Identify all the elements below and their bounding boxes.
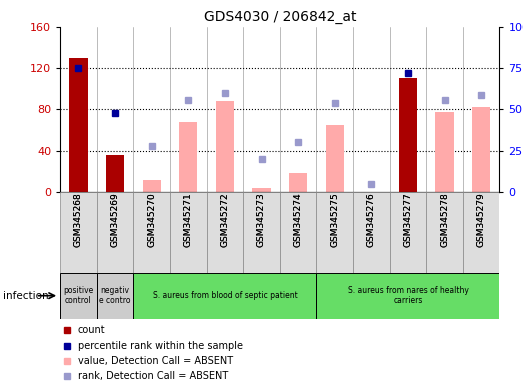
Text: GSM345272: GSM345272	[220, 192, 230, 247]
Text: positive
control: positive control	[63, 286, 94, 305]
Bar	[435, 111, 453, 192]
Text: GSM345279: GSM345279	[476, 192, 486, 247]
Text: GSM345271: GSM345271	[184, 192, 193, 247]
Text: GSM345278: GSM345278	[440, 192, 449, 247]
Bar	[133, 273, 316, 319]
Bar	[316, 273, 499, 319]
Bar	[179, 122, 198, 192]
Text: GSM345269: GSM345269	[110, 192, 120, 247]
Bar	[243, 192, 280, 273]
Text: GSM345278: GSM345278	[440, 192, 449, 247]
Title: GDS4030 / 206842_at: GDS4030 / 206842_at	[203, 10, 356, 25]
Text: percentile rank within the sample: percentile rank within the sample	[78, 341, 243, 351]
Text: GSM345273: GSM345273	[257, 192, 266, 247]
Bar	[280, 192, 316, 273]
Bar	[253, 188, 271, 192]
Text: GSM345271: GSM345271	[184, 192, 193, 247]
Text: infection: infection	[3, 291, 48, 301]
Text: S. aureus from blood of septic patient: S. aureus from blood of septic patient	[153, 291, 297, 300]
Text: GSM345274: GSM345274	[293, 192, 303, 247]
Bar	[463, 192, 499, 273]
Text: negativ
e contro: negativ e contro	[99, 286, 131, 305]
Bar	[426, 192, 463, 273]
Bar	[97, 192, 133, 273]
Bar	[472, 108, 491, 192]
Text: GSM345277: GSM345277	[403, 192, 413, 247]
Bar	[142, 180, 161, 192]
Text: GSM345268: GSM345268	[74, 192, 83, 247]
Text: rank, Detection Call = ABSENT: rank, Detection Call = ABSENT	[78, 371, 228, 381]
Bar	[316, 192, 353, 273]
Text: value, Detection Call = ABSENT: value, Detection Call = ABSENT	[78, 356, 233, 366]
Bar	[216, 101, 234, 192]
Text: GSM345275: GSM345275	[330, 192, 339, 247]
Text: GSM345275: GSM345275	[330, 192, 339, 247]
Text: GSM345279: GSM345279	[476, 192, 486, 247]
Text: GSM345276: GSM345276	[367, 192, 376, 247]
Bar	[170, 192, 207, 273]
Text: GSM345277: GSM345277	[403, 192, 413, 247]
Text: GSM345270: GSM345270	[147, 192, 156, 247]
Text: count: count	[78, 325, 105, 335]
Text: S. aureus from nares of healthy
carriers: S. aureus from nares of healthy carriers	[347, 286, 469, 305]
Bar	[325, 125, 344, 192]
Bar	[69, 58, 87, 192]
Bar	[60, 192, 97, 273]
Text: GSM345276: GSM345276	[367, 192, 376, 247]
Bar	[390, 192, 426, 273]
Text: GSM345273: GSM345273	[257, 192, 266, 247]
Text: GSM345270: GSM345270	[147, 192, 156, 247]
Text: GSM345269: GSM345269	[110, 192, 120, 247]
Text: GSM345272: GSM345272	[220, 192, 230, 247]
Bar	[60, 273, 97, 319]
Bar	[353, 192, 390, 273]
Bar	[106, 155, 124, 192]
Bar	[207, 192, 243, 273]
Text: GSM345268: GSM345268	[74, 192, 83, 247]
Bar	[97, 273, 133, 319]
Bar	[399, 78, 417, 192]
Text: GSM345274: GSM345274	[293, 192, 303, 247]
Bar	[133, 192, 170, 273]
Bar	[289, 174, 307, 192]
